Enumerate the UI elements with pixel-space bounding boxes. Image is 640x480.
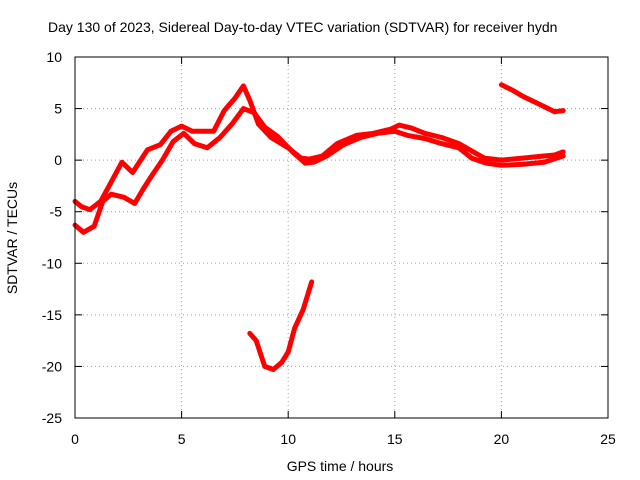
y-axis-label: SDTVAR / TECUs — [4, 182, 20, 294]
x-tick-label: 25 — [600, 431, 616, 447]
x-axis-label: GPS time / hours — [287, 458, 394, 474]
axis-ticks: 0 5 10 15 20 25 -25 -20 -15 -10 -5 0 5 10 — [42, 49, 616, 447]
series-upper-track — [72, 83, 566, 213]
y-tick-label: -5 — [50, 204, 63, 220]
y-tick-label: 5 — [54, 101, 62, 117]
x-tick-label: 10 — [280, 431, 296, 447]
x-tick-label: 15 — [387, 431, 403, 447]
grid-lines — [75, 57, 608, 418]
y-tick-label: -25 — [42, 410, 62, 426]
series-lower-track — [72, 106, 566, 235]
x-tick-label: 5 — [178, 431, 186, 447]
y-tick-label: -10 — [42, 255, 62, 271]
plot-frame — [74, 56, 609, 419]
y-tick-label: 0 — [54, 152, 62, 168]
y-tick-label: 10 — [46, 49, 62, 65]
y-tick-label: -15 — [42, 307, 62, 323]
series-late-segment — [498, 82, 566, 115]
chart-title: Day 130 of 2023, Sidereal Day-to-day VTE… — [48, 19, 557, 35]
y-tick-label: -20 — [42, 358, 62, 374]
x-tick-label: 0 — [71, 431, 79, 447]
series-negative-excursion — [247, 279, 315, 372]
data-series — [72, 82, 566, 372]
x-tick-label: 20 — [494, 431, 510, 447]
